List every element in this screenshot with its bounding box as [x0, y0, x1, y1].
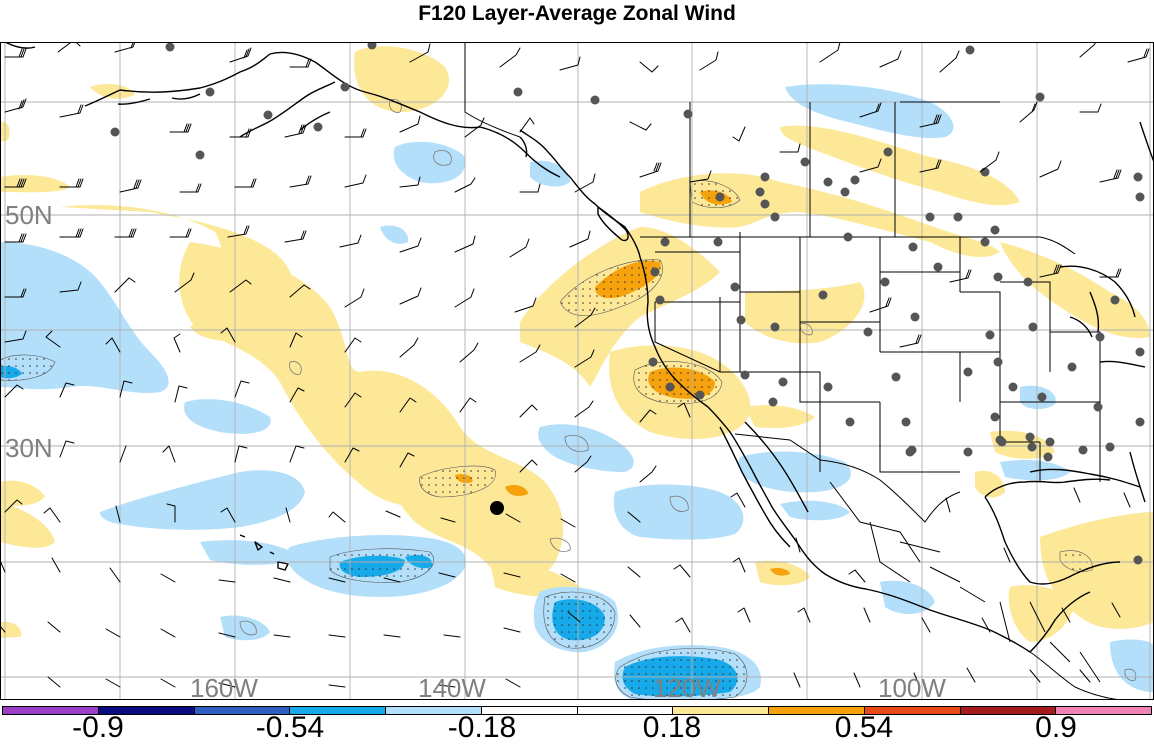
graticule: [0, 42, 1154, 700]
colorbar-label: -0.9: [72, 711, 124, 744]
lon-label-160w: 160W: [190, 673, 258, 700]
colorbar-segment: [386, 706, 482, 715]
colorbar-label: -0.54: [255, 711, 325, 744]
colorbar-label: 0.54: [834, 711, 894, 744]
colorbar-segment: [481, 706, 578, 715]
colorbar-segment: [194, 706, 291, 715]
colorbar-segment: [673, 706, 769, 715]
colorbar-segment: [769, 706, 865, 715]
colorbar-segment: [577, 706, 674, 715]
lon-label-140w: 140W: [418, 673, 486, 700]
map-title: F120 Layer-Average Zonal Wind: [418, 2, 736, 25]
colorbar-segment: [98, 706, 195, 715]
point-marker-icon: [490, 501, 504, 515]
colorbar-segment: [864, 706, 961, 715]
wind-barbs: [0, 42, 1150, 688]
colorbar-segment: [290, 706, 386, 715]
colorbar-labels: -0.9 -0.54 -0.18 0.18 0.54 0.9: [0, 712, 1154, 743]
lat-label-30n: 30N: [5, 433, 53, 463]
colorbar-segment: [2, 706, 99, 715]
lat-label-50n: 50N: [5, 200, 53, 230]
stipple-overlay: [0, 180, 1093, 700]
colorbar: [2, 706, 1152, 715]
colorbar-segment: [960, 706, 1057, 715]
colorbar-label: -0.18: [447, 711, 517, 744]
station-dots: [110, 42, 1145, 565]
colorbar-segment: [1056, 706, 1152, 715]
lon-label-120w: 120W: [653, 673, 721, 700]
colorbar-label: 0.9: [1035, 711, 1077, 744]
coastlines: [4, 42, 1154, 653]
lon-label-100w: 100W: [878, 673, 946, 700]
colorbar-label: 0.18: [642, 711, 702, 744]
political-borders: [464, 42, 1121, 700]
map-panel: 50N 30N 160W 140W 120W 100W: [0, 42, 1154, 700]
